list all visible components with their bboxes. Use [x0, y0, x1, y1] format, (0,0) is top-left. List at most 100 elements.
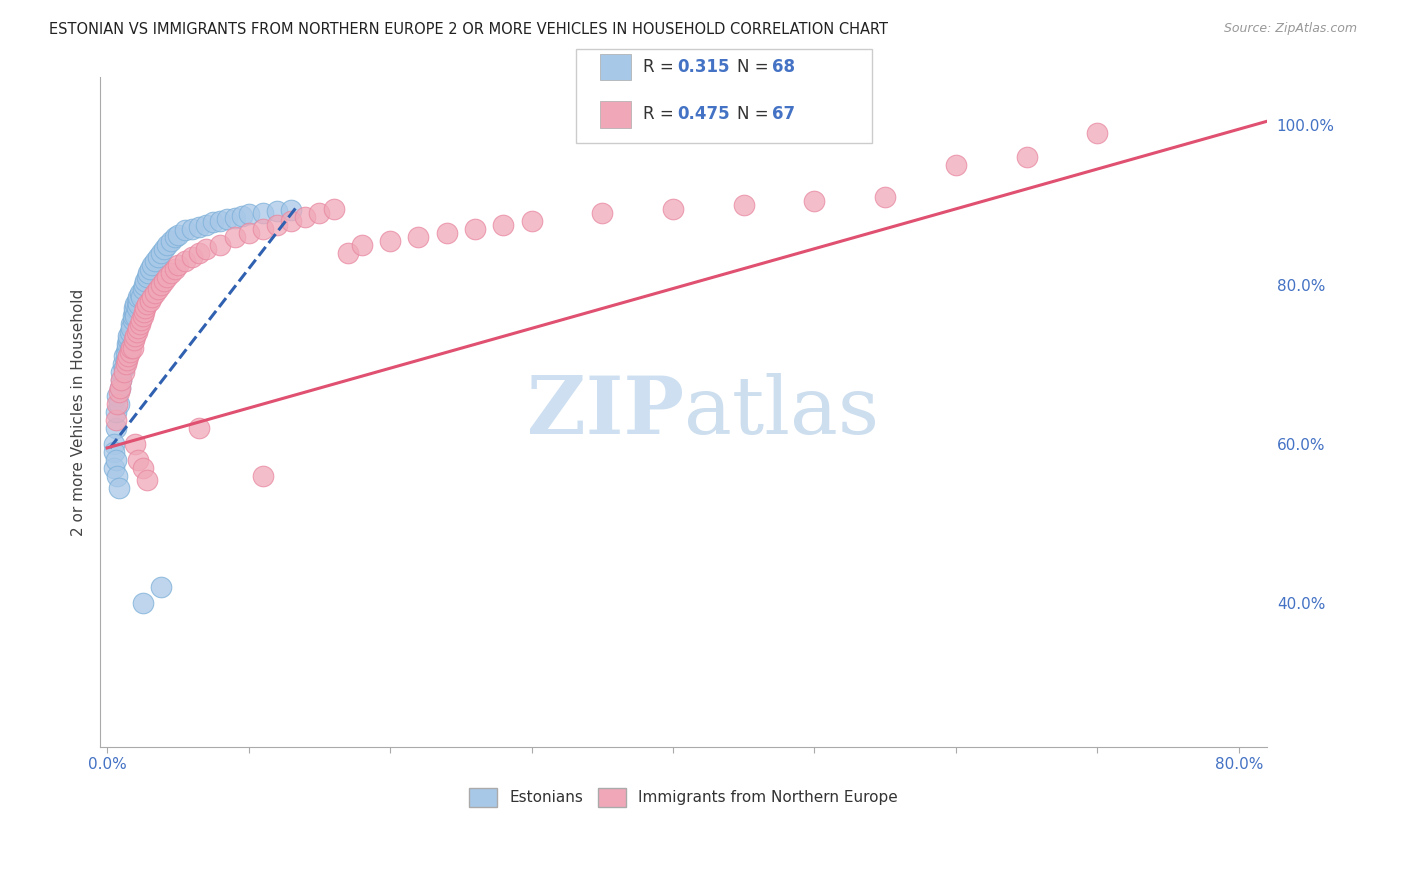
- Point: [167, 258, 190, 272]
- Point: [188, 421, 211, 435]
- Point: [152, 242, 174, 256]
- Point: [118, 345, 141, 359]
- Legend: Estonians, Immigrants from Northern Europe: Estonians, Immigrants from Northern Euro…: [464, 781, 904, 813]
- Point: [202, 215, 225, 229]
- Point: [105, 397, 128, 411]
- Point: [127, 321, 149, 335]
- Point: [149, 245, 172, 260]
- Point: [115, 337, 138, 351]
- Point: [131, 281, 153, 295]
- Text: atlas: atlas: [683, 373, 879, 451]
- Point: [875, 190, 897, 204]
- Point: [138, 293, 160, 308]
- Text: R =: R =: [643, 105, 679, 123]
- Point: [231, 209, 253, 223]
- Point: [350, 237, 373, 252]
- Point: [127, 289, 149, 303]
- Point: [209, 237, 232, 252]
- Point: [105, 389, 128, 403]
- Point: [117, 334, 139, 348]
- Point: [135, 473, 157, 487]
- Point: [105, 468, 128, 483]
- Point: [141, 289, 163, 303]
- Point: [662, 202, 685, 216]
- Text: N =: N =: [737, 58, 773, 76]
- Point: [131, 310, 153, 324]
- Text: R =: R =: [643, 58, 679, 76]
- Point: [110, 373, 132, 387]
- Point: [138, 261, 160, 276]
- Point: [128, 318, 150, 332]
- Point: [174, 223, 197, 237]
- Point: [104, 413, 127, 427]
- Point: [125, 326, 148, 340]
- Point: [103, 445, 125, 459]
- Point: [122, 334, 145, 348]
- Point: [492, 218, 515, 232]
- Point: [141, 258, 163, 272]
- Point: [224, 211, 246, 225]
- Point: [111, 357, 134, 371]
- Point: [125, 293, 148, 308]
- Point: [129, 313, 152, 327]
- Point: [135, 297, 157, 311]
- Point: [217, 212, 239, 227]
- Point: [252, 222, 274, 236]
- Point: [408, 229, 430, 244]
- Y-axis label: 2 or more Vehicles in Household: 2 or more Vehicles in Household: [72, 288, 86, 536]
- Point: [436, 226, 458, 240]
- Point: [128, 285, 150, 300]
- Point: [146, 281, 169, 295]
- Point: [107, 397, 129, 411]
- Point: [209, 214, 232, 228]
- Point: [115, 341, 138, 355]
- Text: Source: ZipAtlas.com: Source: ZipAtlas.com: [1223, 22, 1357, 36]
- Point: [110, 365, 132, 379]
- Point: [160, 234, 183, 248]
- Point: [115, 353, 138, 368]
- Point: [1015, 150, 1038, 164]
- Point: [238, 207, 260, 221]
- Point: [107, 385, 129, 400]
- Point: [167, 228, 190, 243]
- Point: [124, 297, 146, 311]
- Point: [117, 349, 139, 363]
- Text: ESTONIAN VS IMMIGRANTS FROM NORTHERN EUROPE 2 OR MORE VEHICLES IN HOUSEHOLD CORR: ESTONIAN VS IMMIGRANTS FROM NORTHERN EUR…: [49, 22, 889, 37]
- Point: [122, 305, 145, 319]
- Point: [188, 220, 211, 235]
- Point: [124, 437, 146, 451]
- Point: [181, 222, 204, 236]
- Point: [591, 206, 613, 220]
- Point: [132, 277, 155, 292]
- Point: [143, 285, 166, 300]
- Point: [165, 229, 187, 244]
- Point: [120, 341, 142, 355]
- Text: 0.315: 0.315: [678, 58, 730, 76]
- Point: [107, 481, 129, 495]
- Point: [134, 274, 156, 288]
- Point: [114, 345, 136, 359]
- Point: [121, 341, 143, 355]
- Point: [112, 349, 135, 363]
- Point: [110, 373, 132, 387]
- Point: [135, 269, 157, 284]
- Point: [117, 329, 139, 343]
- Point: [108, 381, 131, 395]
- Point: [127, 297, 149, 311]
- Point: [121, 310, 143, 324]
- Point: [945, 158, 967, 172]
- Point: [122, 301, 145, 316]
- Text: 0.475: 0.475: [678, 105, 730, 123]
- Point: [252, 206, 274, 220]
- Point: [131, 460, 153, 475]
- Point: [114, 353, 136, 368]
- Point: [127, 453, 149, 467]
- Text: 67: 67: [772, 105, 794, 123]
- Point: [266, 218, 288, 232]
- Point: [520, 214, 543, 228]
- Point: [181, 250, 204, 264]
- Point: [195, 242, 218, 256]
- Point: [129, 289, 152, 303]
- Text: ZIP: ZIP: [527, 373, 683, 451]
- Point: [125, 301, 148, 316]
